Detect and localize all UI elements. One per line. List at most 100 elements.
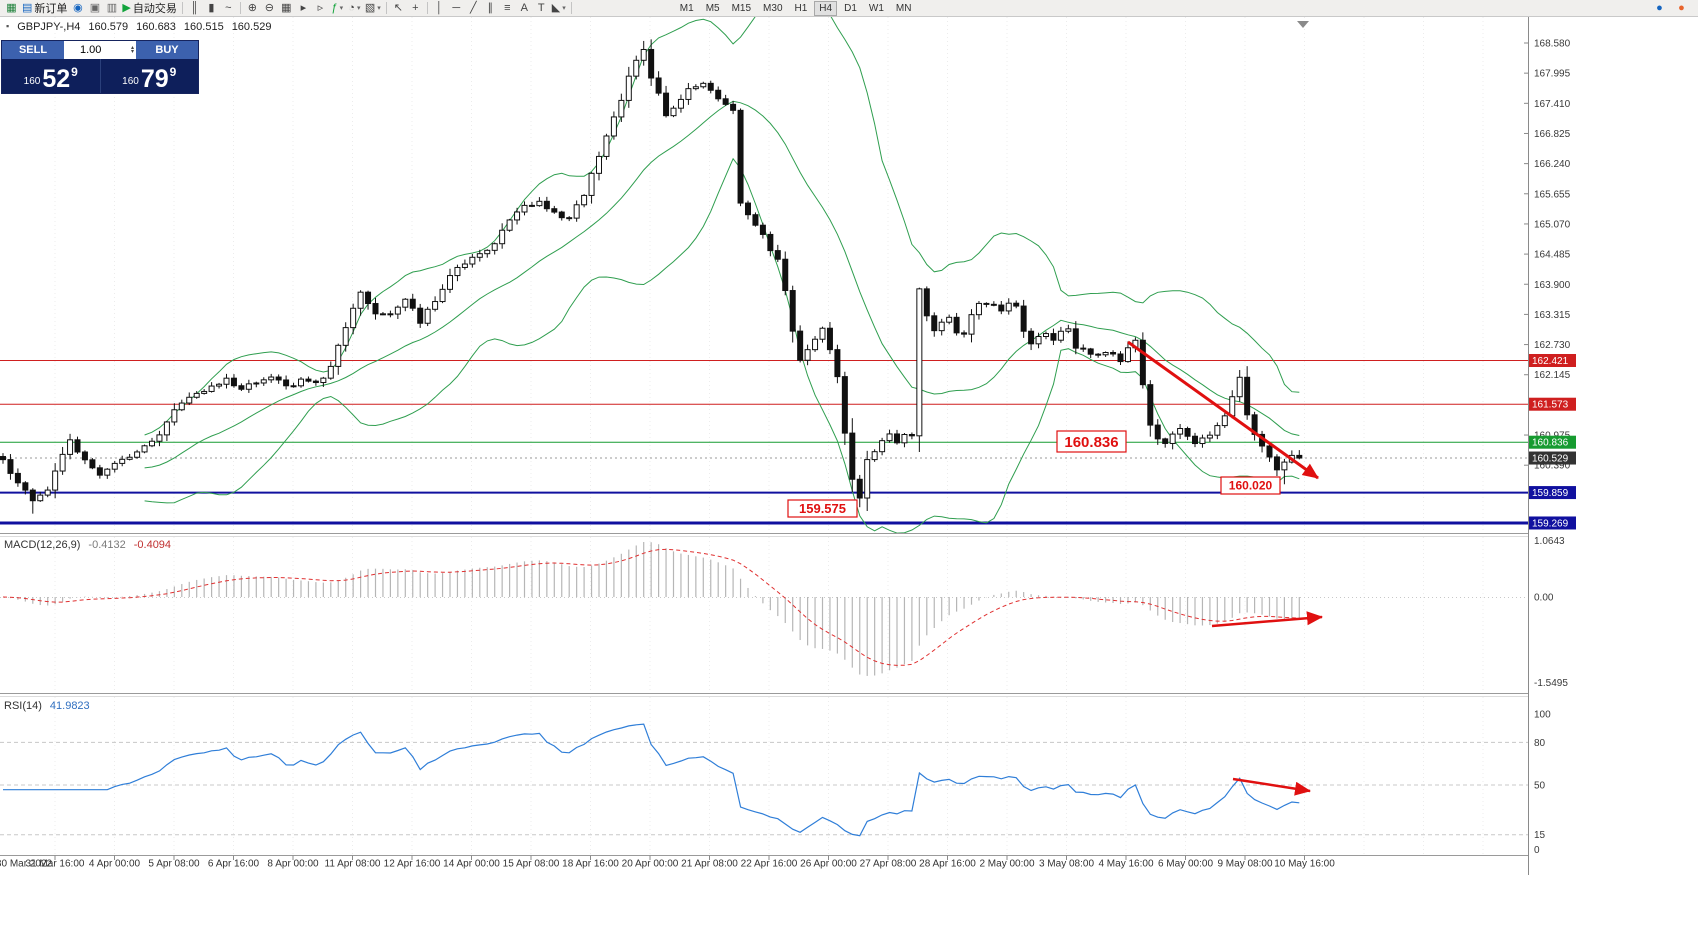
templates-dropdown-icon[interactable]: ▾ — [377, 5, 381, 12]
templates-button[interactable]: ▧ ▾ — [363, 1, 383, 16]
market-watch-icon: ▥ — [106, 1, 118, 14]
market-watch-button[interactable]: ▥ — [103, 1, 120, 16]
macd-indicator-label: MACD(12,26,9) -0.4132 -0.4094 — [4, 539, 171, 551]
zoom-in-button[interactable]: ⊕ — [244, 1, 261, 16]
timeframe-m1-button[interactable]: M1 — [679, 2, 694, 14]
crosshair-button[interactable]: + — [407, 1, 424, 16]
rsi-value: 41.9823 — [49, 700, 90, 712]
grid-layer — [54, 17, 1484, 855]
crosshair-icon: + — [412, 1, 419, 14]
zoom-out-button[interactable]: ⊖ — [261, 1, 278, 16]
svg-text:166.825: 166.825 — [1534, 129, 1571, 140]
text-button[interactable]: A — [516, 1, 533, 16]
connection-status-icon[interactable]: ● — [1678, 2, 1685, 14]
periods-button[interactable]: ◔ ▾ — [346, 1, 363, 16]
svg-text:15 Apr 08:00: 15 Apr 08:00 — [503, 859, 560, 870]
algo-trading-button[interactable]: ▶ 自动交易 — [120, 1, 178, 16]
timeframe-h1-button[interactable]: H1 — [794, 2, 808, 14]
svg-text:159.859: 159.859 — [1532, 488, 1569, 499]
vertical-line-icon: │ — [435, 1, 443, 14]
arrows-tool-dropdown-icon[interactable]: ▾ — [562, 5, 566, 12]
candles-layer — [0, 21, 1309, 514]
horizontal-lines-layer — [0, 359, 1528, 525]
toolbar-separator — [239, 2, 241, 14]
svg-text:160.020: 160.020 — [1229, 479, 1273, 493]
zoom-in-icon: ⊕ — [247, 1, 257, 14]
buy-button[interactable]: BUY — [136, 41, 198, 59]
sell-button[interactable]: SELL — [2, 41, 64, 59]
tile-windows-icon: ▦ — [281, 1, 292, 14]
equidistant-channel-button[interactable]: ∥ — [482, 1, 499, 16]
fib-retracement-button[interactable]: ≡ — [499, 1, 516, 16]
timeframe-mn-button[interactable]: MN — [895, 2, 912, 14]
toolbar-separator — [570, 2, 572, 14]
svg-text:164.485: 164.485 — [1534, 250, 1571, 261]
algo-trading-label: 自动交易 — [132, 3, 177, 15]
volume-input[interactable]: 1.00 ▴ ▾ — [64, 41, 136, 59]
buy-price[interactable]: 160 79 9 — [99, 59, 199, 93]
svg-text:22 Apr 16:00: 22 Apr 16:00 — [741, 859, 798, 870]
chart-symbol-header: ▪ GBPJPY-,H4 160.579 160.683 160.515 160… — [6, 21, 271, 33]
macd-main-value: -0.4132 — [88, 539, 126, 551]
new-order-button[interactable]: ▤ 新订单 — [20, 1, 69, 16]
trendline-button[interactable]: ╱ — [465, 1, 482, 16]
svg-text:6 May 00:00: 6 May 00:00 — [1158, 859, 1213, 870]
candle-chart-mode-button[interactable]: ▮ — [203, 1, 220, 16]
volume-up-icon[interactable]: ▴ — [130, 44, 134, 51]
timeframe-m5-button[interactable]: M5 — [705, 2, 720, 14]
svg-text:28 Apr 16:00: 28 Apr 16:00 — [919, 859, 976, 870]
chart-shift-button[interactable]: ▹ — [312, 1, 329, 16]
trade-panel-header: SELL 1.00 ▴ ▾ BUY — [2, 41, 198, 59]
arrows-tool-button[interactable]: ◣ ▾ — [550, 1, 568, 16]
svg-text:167.995: 167.995 — [1534, 69, 1571, 80]
indicators-icon: ƒ — [331, 1, 338, 14]
svg-text:20 Apr 00:00: 20 Apr 00:00 — [622, 859, 679, 870]
periods-dropdown-icon[interactable]: ▾ — [356, 5, 361, 12]
timeframe-w1-button[interactable]: W1 — [868, 2, 884, 14]
svg-text:27 Apr 08:00: 27 Apr 08:00 — [860, 859, 917, 870]
svg-text:31 Mar 16:00: 31 Mar 16:00 — [26, 859, 85, 870]
bid-prefix: 160 — [23, 76, 41, 87]
templates-icon: ▧ — [364, 1, 376, 14]
charts-profile-button[interactable]: ◉ — [69, 1, 86, 16]
svg-text:159.269: 159.269 — [1532, 518, 1569, 529]
toolbar-right-icons: ● ● — [1651, 1, 1695, 16]
vertical-line-button[interactable]: │ — [431, 1, 448, 16]
panel-separators[interactable] — [0, 533, 1698, 856]
text-label-icon: T — [537, 1, 545, 14]
cursor-button[interactable]: ↖ — [390, 1, 407, 16]
zoom-out-icon: ⊖ — [264, 1, 274, 14]
open-data-window-button[interactable]: ▣ — [86, 1, 103, 16]
volume-stepper[interactable]: ▴ ▾ — [130, 44, 134, 55]
arrows-tool-icon: ◣ — [551, 1, 561, 14]
analysis-annotations[interactable]: 160.836 160.020 159.575 — [787, 340, 1323, 796]
bar-chart-mode-button[interactable]: ║ — [186, 1, 203, 16]
timeframe-m30-button[interactable]: M30 — [763, 2, 783, 14]
indicators-button[interactable]: ƒ ▾ — [329, 1, 346, 16]
timeframe-d1-button[interactable]: D1 — [844, 2, 857, 14]
timeframe-h4-button[interactable]: H4 — [814, 0, 838, 16]
line-chart-mode-button[interactable]: ~ — [220, 1, 237, 16]
auto-scroll-button[interactable]: ▸ — [295, 1, 312, 16]
svg-text:166.240: 166.240 — [1534, 159, 1571, 170]
toolbar-separator — [385, 2, 387, 14]
horizontal-line-button[interactable]: ─ — [448, 1, 465, 16]
bid-pip-digit: 9 — [71, 65, 78, 79]
price-scale[interactable]: 168.580 167.995 167.410 166.825 166.240 165.6… — [1524, 17, 1698, 877]
tile-windows-button[interactable]: ▦ — [278, 1, 295, 16]
timeframe-m15-button[interactable]: M15 — [731, 2, 752, 14]
chart-shift-icon: ▹ — [317, 1, 324, 14]
equidistant-channel-icon: ∥ — [487, 1, 494, 14]
trendline-icon: ╱ — [469, 1, 477, 14]
svg-text:163.900: 163.900 — [1534, 280, 1571, 291]
chart-canvas[interactable]: 168.580 167.995 167.410 166.825 166.240 165.6… — [0, 17, 1698, 944]
indicators-dropdown-icon[interactable]: ▾ — [339, 5, 344, 12]
new-chart-button[interactable]: ▦ — [3, 1, 20, 16]
text-label-button[interactable]: T — [533, 1, 550, 16]
chart-window[interactable]: 168.580 167.995 167.410 166.825 166.240 165.6… — [0, 17, 1698, 944]
volume-down-icon[interactable]: ▾ — [130, 49, 134, 55]
sell-price[interactable]: 160 52 9 — [2, 59, 100, 93]
notifications-icon[interactable]: ● — [1656, 2, 1663, 14]
